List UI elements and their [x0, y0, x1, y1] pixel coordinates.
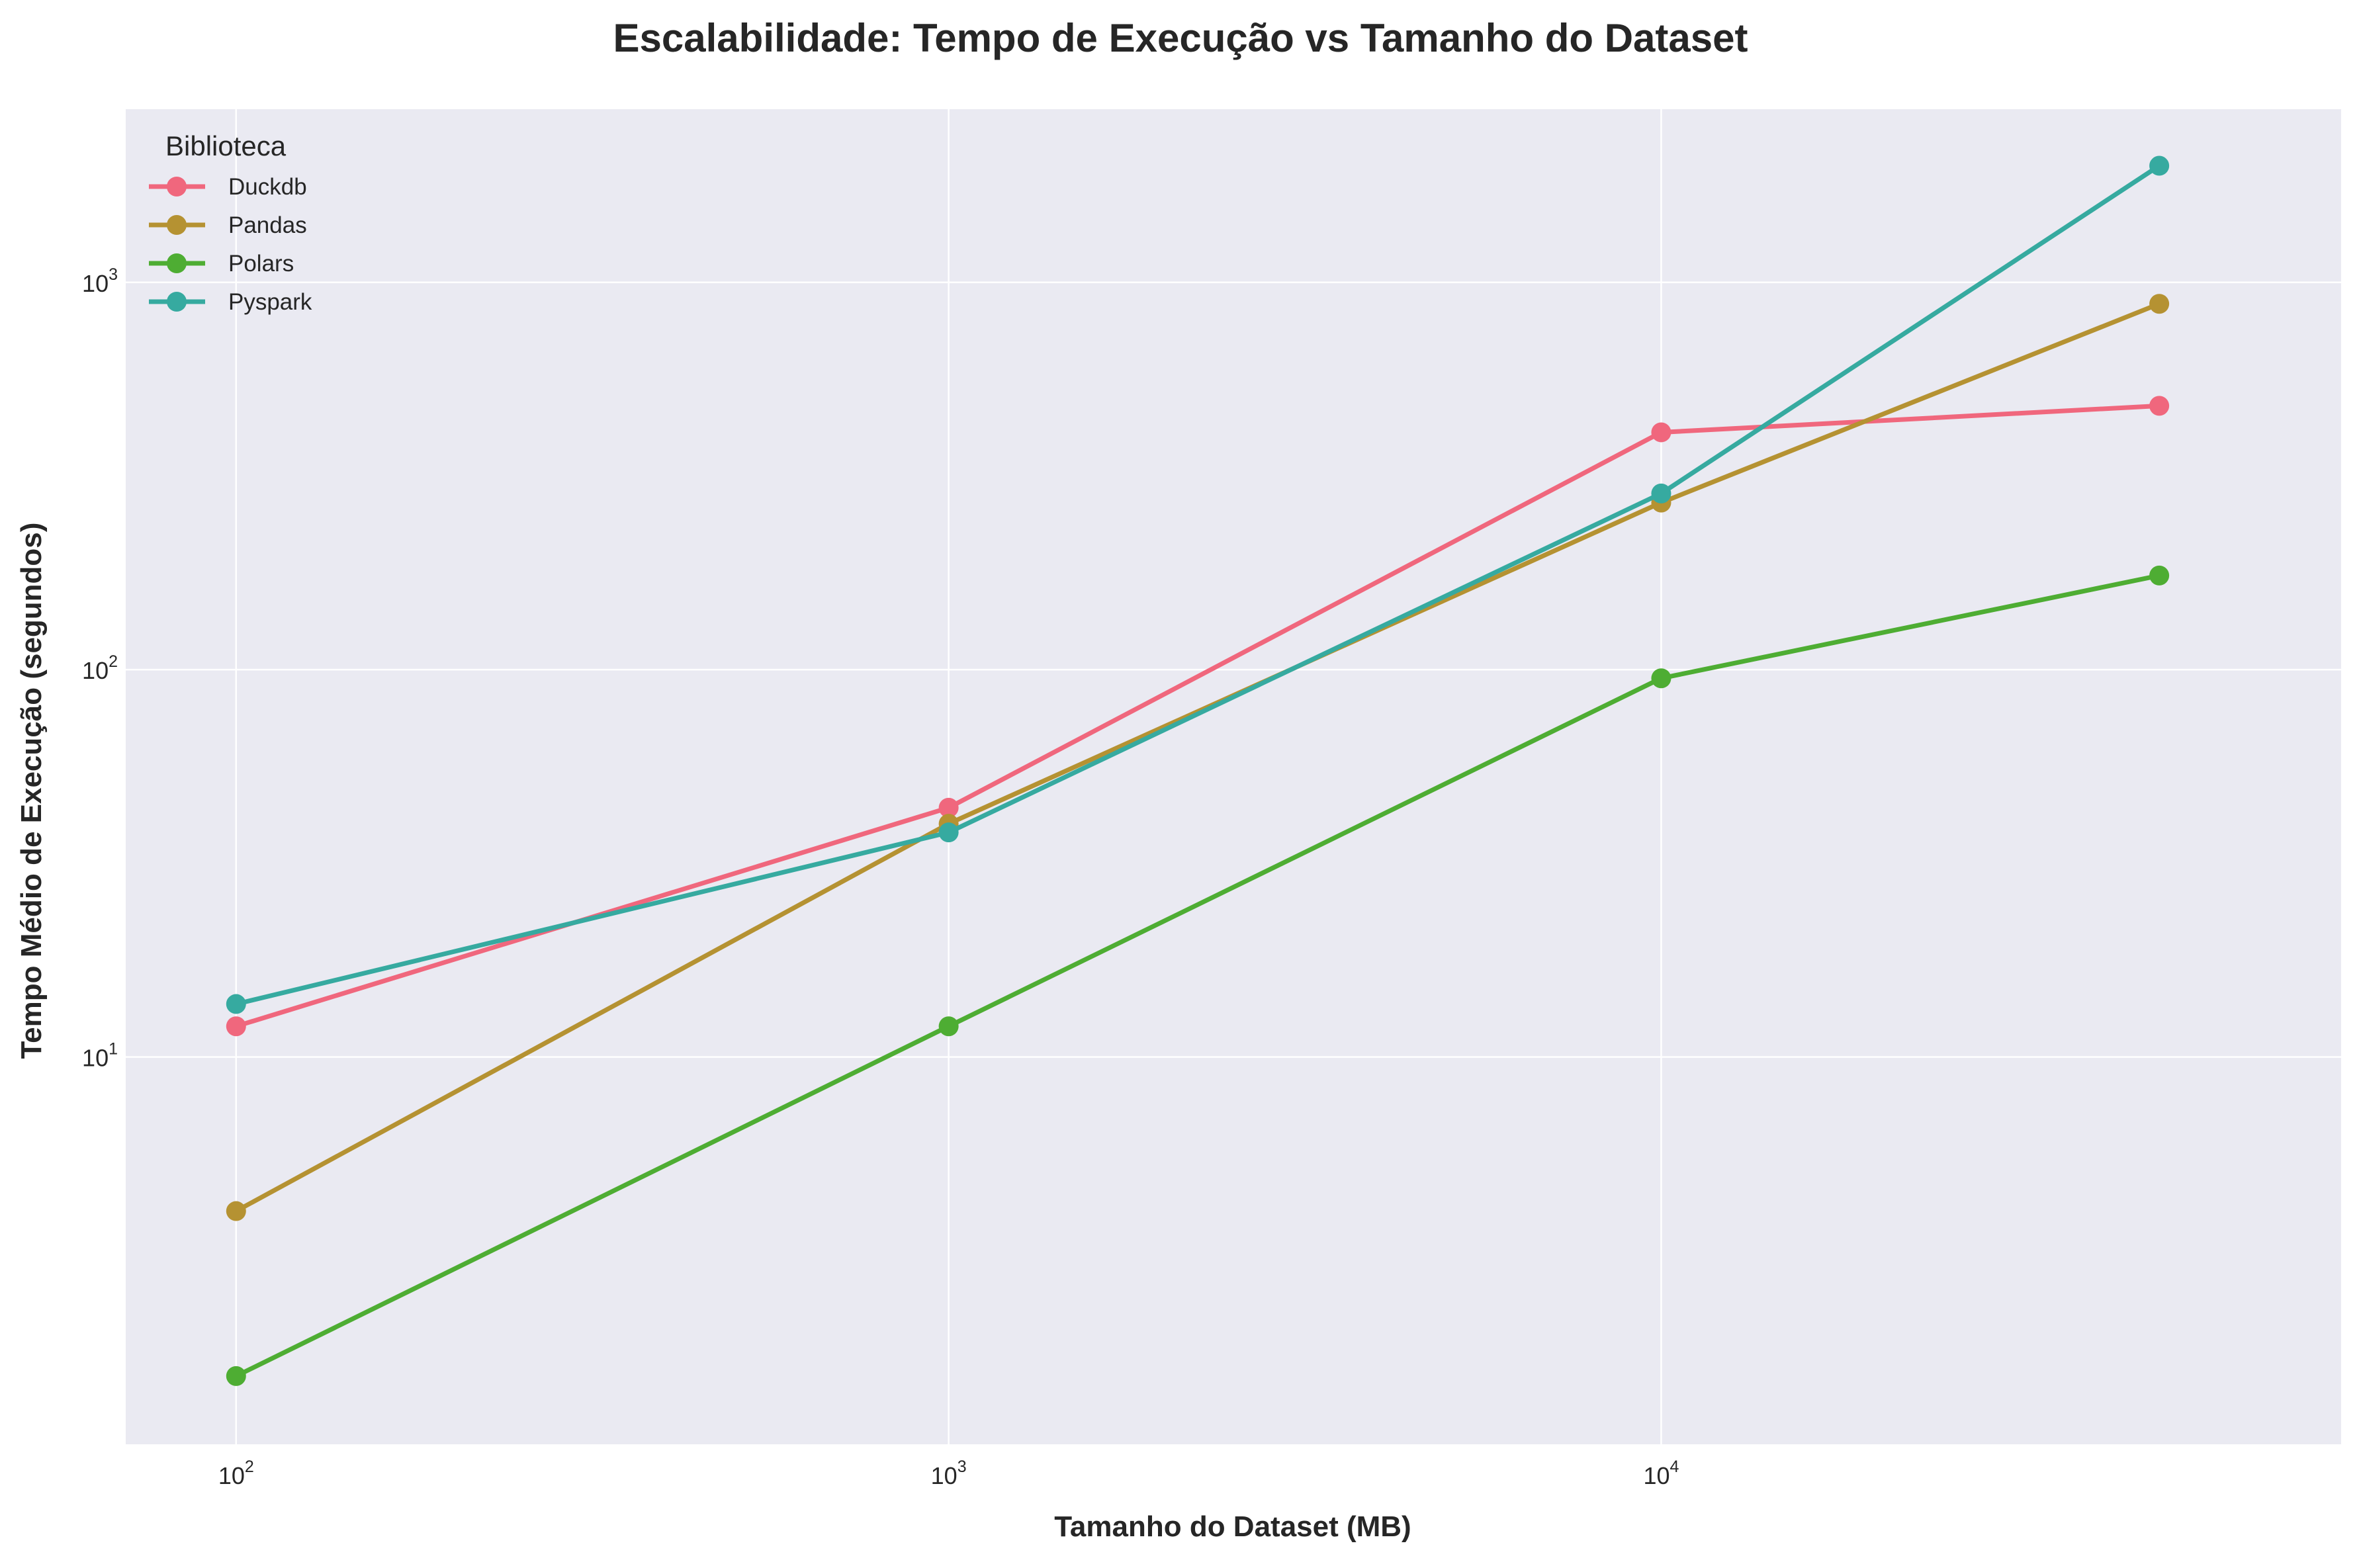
chart-title: Escalabilidade: Tempo de Execução vs Tam…	[613, 16, 1748, 60]
data-point-polars	[938, 1016, 959, 1037]
legend-marker	[167, 292, 187, 312]
series-line-pyspark	[234, 163, 2162, 1007]
data-point-polars	[226, 1366, 246, 1386]
legend-marker	[167, 253, 187, 273]
data-point-duckdb	[2149, 396, 2170, 416]
legend-item-pyspark: Pyspark	[149, 289, 312, 315]
data-point-duckdb	[226, 1016, 246, 1037]
data-point-duckdb	[1651, 422, 1671, 443]
legend-label: Pyspark	[228, 289, 312, 315]
x-tick-label: 102	[218, 1458, 254, 1489]
series-pyspark	[226, 155, 2170, 1014]
legend-label: Pandas	[228, 212, 307, 238]
legend-item-duckdb: Duckdb	[149, 174, 307, 200]
data-point-pyspark	[2149, 155, 2170, 176]
y-tick-label: 103	[82, 265, 118, 297]
y-tick-label: 102	[82, 652, 118, 684]
x-axis-ticks: 102 103 104	[218, 1458, 1679, 1489]
data-point-pyspark	[938, 822, 959, 843]
legend-item-pandas: Pandas	[149, 212, 307, 238]
data-point-pandas	[226, 1201, 246, 1221]
data-point-pandas	[2149, 294, 2170, 314]
legend-label: Polars	[228, 251, 294, 277]
data-point-pyspark	[226, 994, 246, 1014]
data-point-polars	[1651, 668, 1671, 689]
legend-title: Biblioteca	[165, 130, 287, 161]
data-point-pyspark	[1651, 483, 1671, 503]
grid-lines	[126, 109, 2341, 1444]
x-tick-label: 103	[931, 1458, 967, 1489]
data-point-polars	[2149, 565, 2170, 586]
plot-area	[126, 109, 2341, 1444]
series-line-polars	[234, 573, 2162, 1379]
series-polars	[226, 565, 2170, 1386]
x-tick-label: 104	[1643, 1458, 1679, 1489]
legend-item-polars: Polars	[149, 251, 294, 277]
y-axis-label: Tempo Médio de Execução (segundos)	[15, 523, 48, 1059]
legend-entries: Duckdb Pandas Polars Pyspark	[149, 174, 312, 315]
y-tick-label: 101	[82, 1040, 118, 1072]
legend-label: Duckdb	[228, 174, 307, 200]
legend-marker	[167, 215, 187, 235]
legend: Biblioteca Duckdb Pandas Polars Pyspark	[149, 130, 312, 315]
series-lines	[226, 155, 2170, 1386]
y-axis-ticks: 101 102 103	[82, 265, 118, 1072]
data-point-duckdb	[938, 797, 959, 818]
x-axis-label: Tamanho do Dataset (MB)	[1054, 1510, 1411, 1543]
legend-marker	[167, 177, 187, 196]
